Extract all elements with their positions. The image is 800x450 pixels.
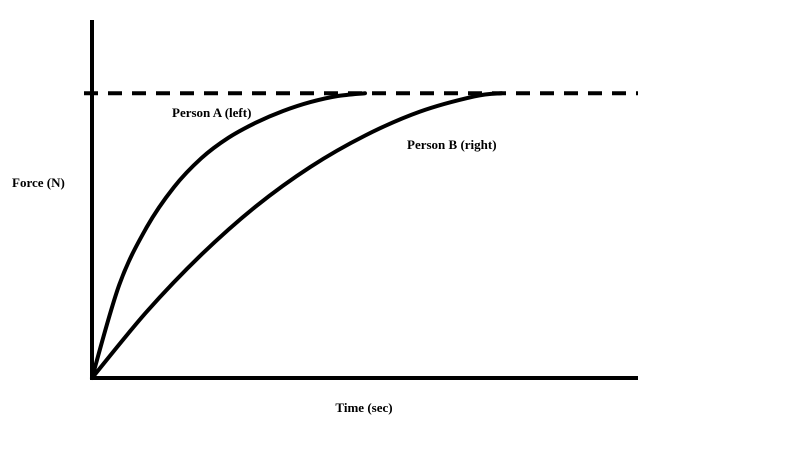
- x-axis-label: Time (sec): [335, 400, 392, 415]
- y-axis-label: Force (N): [12, 175, 65, 190]
- series-line-person-b: [90, 91, 504, 380]
- series-line-person-a: [90, 91, 367, 380]
- annotation-person-b: Person B (right): [407, 137, 497, 152]
- annotation-person-a: Person A (left): [172, 105, 251, 120]
